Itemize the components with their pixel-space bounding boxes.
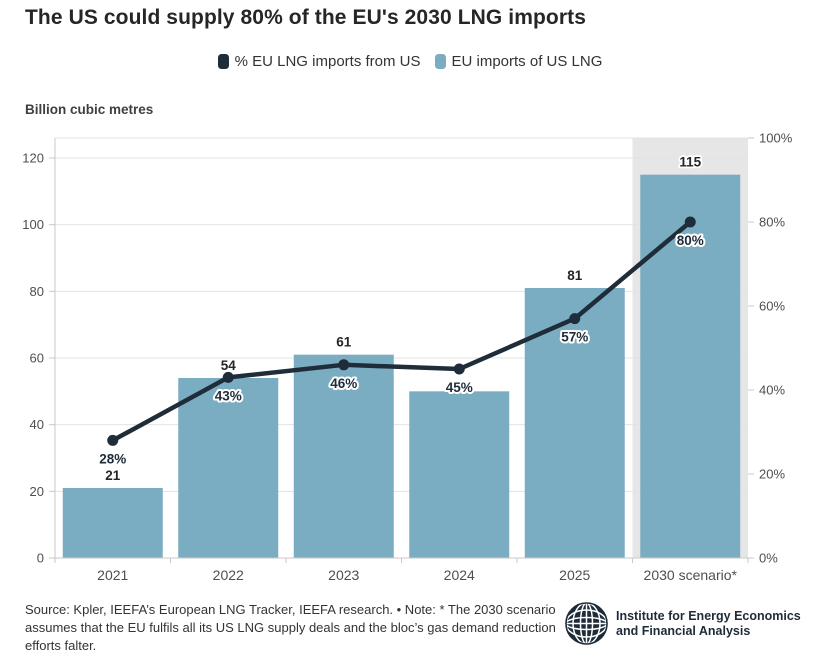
y-axis-unit-label: Billion cubic metres [25, 102, 154, 117]
line-point-2030 scenario* [684, 216, 696, 228]
x-label-2030 scenario*: 2030 scenario* [644, 567, 738, 583]
source-note: Source: Kpler, IEEFA’s European LNG Trac… [25, 602, 556, 654]
line-value-label-2024: 45% [446, 380, 473, 395]
left-tick-label: 80 [30, 284, 44, 299]
legend-swatch-teal-icon [434, 54, 446, 69]
x-label-2021: 2021 [97, 567, 128, 583]
logo-text: Institute for Energy Economics and Finan… [616, 609, 801, 639]
bar-value-label-2025: 81 [567, 268, 583, 283]
right-tick-label: 40% [759, 383, 785, 398]
bar-2025 [524, 288, 625, 558]
bar-2021 [62, 488, 163, 558]
bar-2024 [409, 391, 510, 558]
logo-text-line2: and Financial Analysis [616, 623, 751, 638]
legend-label-bar-series: EU imports of US LNG [451, 53, 603, 70]
line-value-label-2025: 57% [561, 330, 588, 345]
line-value-label-2022: 43% [215, 388, 242, 403]
line-point-2021 [107, 434, 119, 446]
logo-text-line1: Institute for Energy Economics [616, 608, 801, 623]
chart-title: The US could supply 80% of the EU's 2030… [25, 6, 586, 29]
pct-line [110, 219, 693, 443]
right-tick-label: 100% [759, 131, 793, 146]
right-tick-label: 80% [759, 215, 785, 230]
bar-value-label-2023: 61 [336, 335, 352, 350]
x-label-2023: 2023 [328, 567, 359, 583]
bar-value-label-2030 scenario*: 115 [679, 155, 701, 170]
globe-icon [565, 602, 608, 645]
line-point-2024 [453, 363, 465, 375]
legend: % EU LNG imports from US EU imports of U… [0, 53, 820, 70]
right-tick-label: 60% [759, 299, 785, 314]
left-tick-label: 60 [30, 351, 44, 366]
bar-2022 [178, 378, 279, 558]
left-tick-label: 100 [22, 217, 44, 232]
bar-value-label-2022: 54 [221, 358, 237, 373]
legend-item-line-series: % EU LNG imports from US [217, 53, 421, 70]
line-value-label-2030 scenario*: 80% [677, 233, 704, 248]
legend-label-line-series: % EU LNG imports from US [234, 53, 421, 70]
legend-swatch-navy-icon [217, 54, 229, 69]
bar-2023 [293, 354, 394, 558]
legend-item-bar-series: EU imports of US LNG [434, 53, 603, 70]
line-value-label-2021: 28% [99, 451, 126, 466]
x-label-2024: 2024 [444, 567, 475, 583]
x-label-2022: 2022 [213, 567, 244, 583]
left-tick-label: 0 [37, 551, 44, 566]
right-tick-label: 20% [759, 467, 785, 482]
bar-value-label-2021: 21 [105, 468, 121, 483]
left-tick-label: 20 [30, 484, 44, 499]
x-label-2025: 2025 [559, 567, 590, 583]
right-tick-label: 0% [759, 551, 778, 566]
line-point-2022 [222, 371, 234, 383]
left-tick-label: 120 [22, 151, 44, 166]
ieefa-logo: Institute for Energy Economics and Finan… [564, 601, 801, 646]
left-tick-label: 40 [30, 417, 44, 432]
bar-2030 scenario* [640, 174, 741, 558]
line-point-2023 [338, 359, 350, 371]
line-value-label-2023: 46% [330, 376, 357, 391]
line-point-2025 [569, 313, 581, 325]
